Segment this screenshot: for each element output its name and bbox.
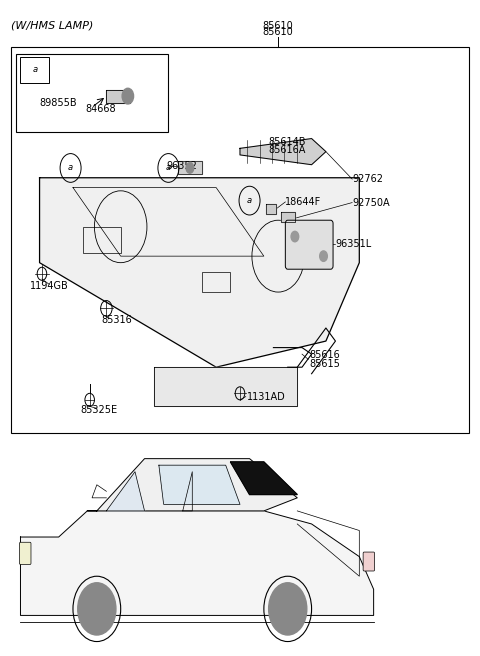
- Text: 85615: 85615: [309, 359, 340, 369]
- Text: a: a: [32, 66, 37, 75]
- Text: (W/HMS LAMP): (W/HMS LAMP): [11, 21, 93, 31]
- Polygon shape: [39, 178, 360, 367]
- Circle shape: [78, 583, 116, 635]
- Polygon shape: [159, 465, 240, 504]
- Circle shape: [291, 232, 299, 242]
- Text: 96351L: 96351L: [336, 239, 372, 249]
- Text: 85614B: 85614B: [269, 137, 306, 147]
- FancyBboxPatch shape: [285, 220, 333, 269]
- Polygon shape: [107, 90, 130, 102]
- Text: 92750A: 92750A: [352, 197, 390, 207]
- Polygon shape: [178, 161, 202, 174]
- Text: a: a: [68, 163, 73, 173]
- Polygon shape: [107, 472, 144, 511]
- Circle shape: [269, 583, 307, 635]
- FancyBboxPatch shape: [20, 543, 31, 564]
- Text: 85325E: 85325E: [80, 405, 117, 415]
- Polygon shape: [21, 511, 373, 615]
- Text: a: a: [166, 163, 171, 173]
- Polygon shape: [154, 367, 297, 406]
- FancyBboxPatch shape: [363, 552, 374, 571]
- Circle shape: [186, 163, 194, 173]
- Polygon shape: [230, 462, 297, 495]
- Text: 85610: 85610: [263, 21, 294, 31]
- Circle shape: [122, 89, 133, 104]
- Polygon shape: [281, 213, 295, 222]
- Polygon shape: [87, 459, 297, 511]
- Text: a: a: [247, 196, 252, 205]
- Text: 89855B: 89855B: [39, 98, 77, 108]
- Polygon shape: [266, 204, 276, 214]
- Text: 18644F: 18644F: [285, 197, 322, 207]
- Text: 96352: 96352: [166, 161, 197, 171]
- Text: 85316: 85316: [102, 315, 132, 325]
- Circle shape: [320, 251, 327, 261]
- Text: 85610: 85610: [263, 28, 294, 37]
- Text: 85616A: 85616A: [269, 146, 306, 155]
- Text: 1194GB: 1194GB: [30, 281, 69, 291]
- Text: 85616: 85616: [309, 350, 340, 360]
- Text: 1131AD: 1131AD: [247, 392, 286, 401]
- Text: 84668: 84668: [85, 104, 116, 114]
- Text: 92762: 92762: [352, 174, 383, 184]
- Polygon shape: [240, 138, 326, 165]
